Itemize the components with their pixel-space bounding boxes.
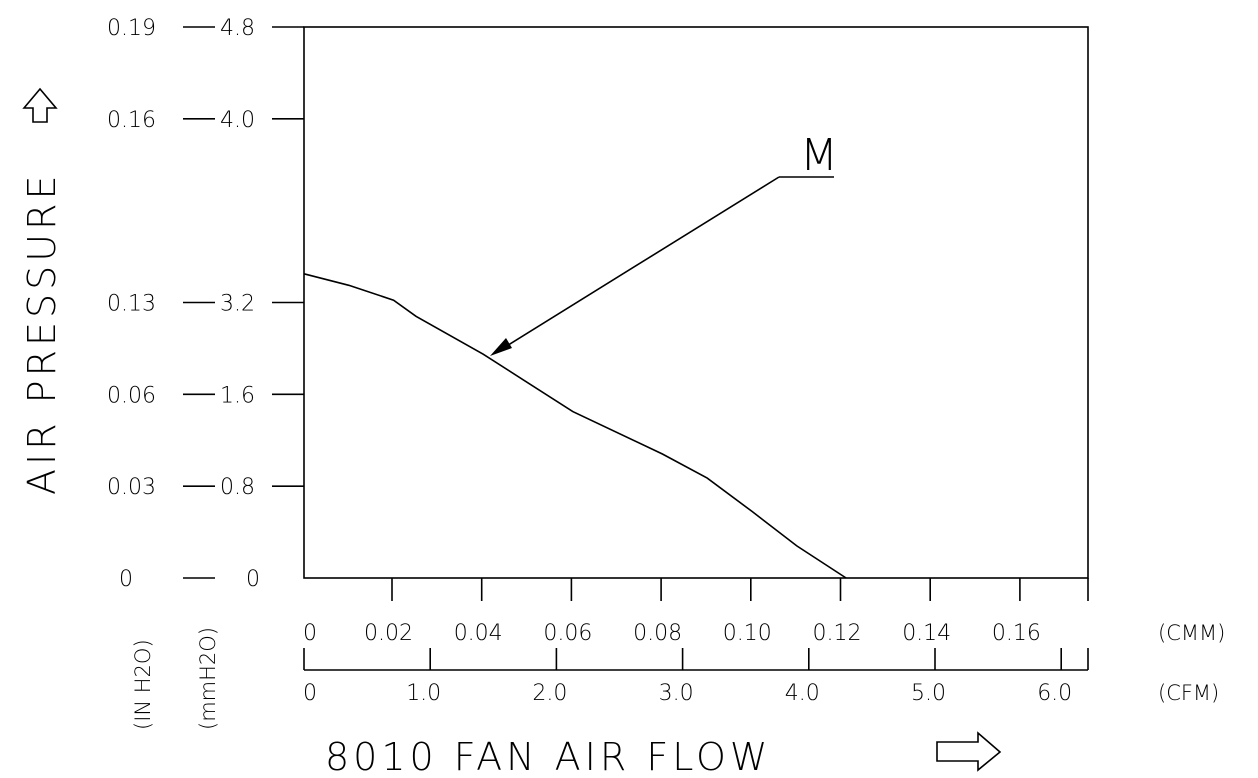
series-line-m (303, 273, 847, 579)
x-unit-cmm: (CMM) (1158, 621, 1225, 645)
annotation-m: M (490, 130, 838, 356)
right-arrow-icon (936, 731, 1002, 772)
y-tick-label-inh2o: 0.03 (107, 475, 156, 500)
x-tick-label-cfm: 0 (303, 681, 317, 706)
y-tick-label-inh2o: 0.16 (107, 108, 156, 133)
y-tick-label-mmh2o: 1.6 (220, 383, 255, 408)
annotation-arrowhead (490, 338, 512, 356)
y-tick-label-mmh2o: 0 (246, 567, 260, 592)
x-tick-label-cmm: 0.10 (723, 621, 772, 646)
x-tick-label-cmm: 0.12 (813, 621, 862, 646)
y-tick-label-inh2o: 0.19 (107, 16, 156, 41)
y-tick-label-mmh2o: 4.0 (220, 108, 255, 133)
annotation-leader (496, 176, 780, 353)
x-tick-label-cfm: 1.0 (406, 681, 441, 706)
x-tick-label-cmm: 0.04 (454, 621, 503, 646)
y-axis-title: AIR PRESSURE (20, 172, 64, 495)
y-tick-label-mmh2o: 0.8 (220, 475, 255, 500)
y-tick-label-inh2o: 0.06 (107, 383, 156, 408)
y-unit-mmh2o: (mmH2O) (196, 627, 220, 730)
x-tick-label-cmm: 0.16 (992, 621, 1041, 646)
x-axis-title: 8010 FAN AIR FLOW (325, 735, 772, 778)
x-axis-ticks-cmm: 0 0.02 0.04 0.06 0.08 0.10 0.12 0.14 0.16 (303, 578, 1089, 646)
x-tick-label-cfm: 3.0 (659, 681, 694, 706)
x-tick-label-cfm: 4.0 (785, 681, 820, 706)
x-tick-label-cfm: 2.0 (532, 681, 567, 706)
y-tick-label-mmh2o: 3.2 (220, 292, 255, 317)
y-tick-label-mmh2o: 4.8 (220, 16, 255, 41)
annotation-label: M (800, 130, 838, 181)
x-tick-label-cmm: 0.02 (364, 621, 413, 646)
up-arrow-icon (22, 87, 58, 123)
y-unit-inh2o: (IN H2O) (131, 639, 155, 730)
x-tick-label-cmm: 0.08 (633, 621, 682, 646)
x-tick-label-cmm: 0.14 (902, 621, 951, 646)
plot-frame (303, 26, 1089, 579)
y-axis-title-group: AIR PRESSURE (20, 87, 64, 495)
x-tick-label-cmm: 0 (303, 621, 317, 646)
x-tick-label-cfm: 6.0 (1037, 681, 1072, 706)
y-axis-ticks: 0 0 0.03 0.8 0.06 1.6 0.13 3.2 0.16 4.0 0.19 4.8 (107, 16, 304, 592)
x-unit-cfm: (CFM) (1158, 681, 1219, 705)
y-tick-label-inh2o: 0 (119, 567, 133, 592)
x-tick-label-cfm: 5.0 (911, 681, 946, 706)
x-tick-label-cmm: 0.06 (543, 621, 592, 646)
y-tick-label-inh2o: 0.13 (107, 292, 156, 317)
x-axis-ticks-cfm: 0 1.0 2.0 3.0 4.0 5.0 6.0 (303, 648, 1089, 706)
